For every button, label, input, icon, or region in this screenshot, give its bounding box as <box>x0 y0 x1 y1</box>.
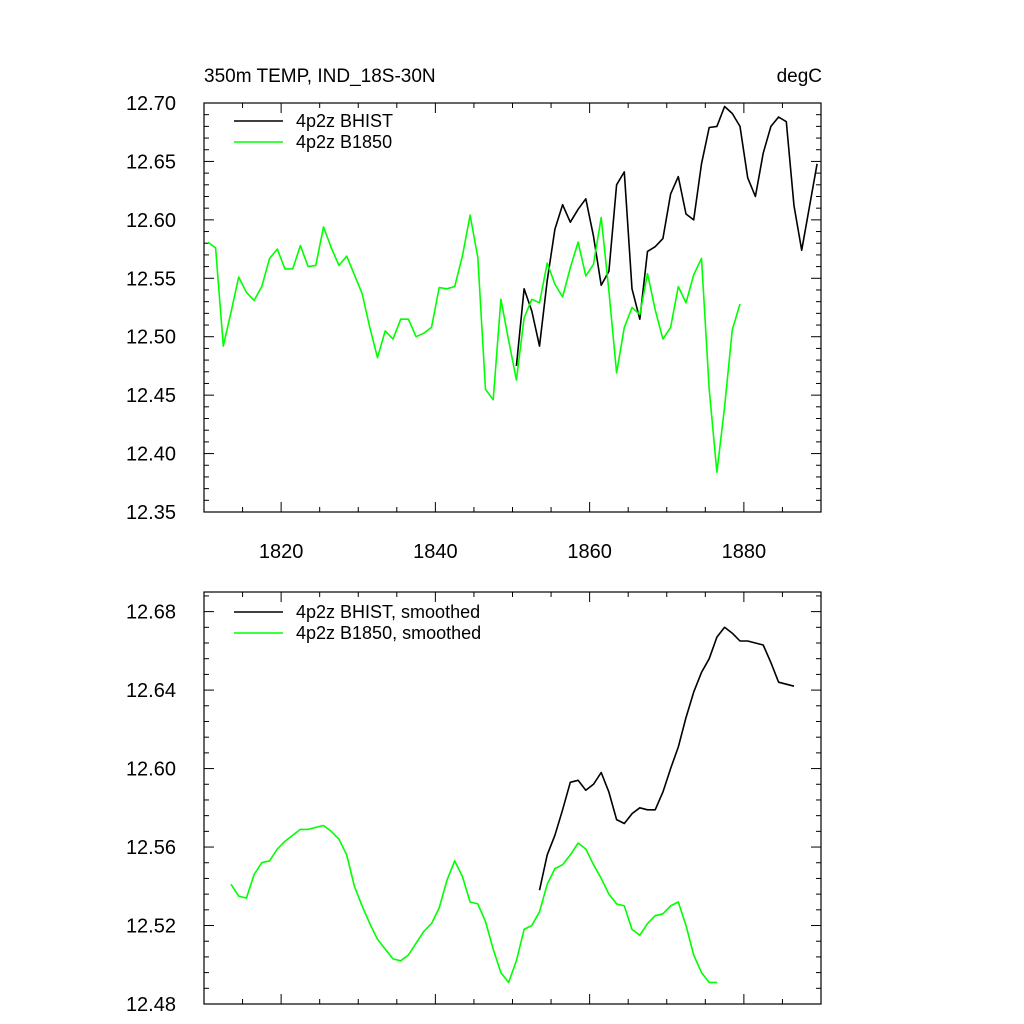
legend-label-bhist-smoothed: 4p2z BHIST, smoothed <box>296 602 480 622</box>
y-tick-label: 12.45 <box>126 385 176 407</box>
top-panel: 350m TEMP, IND_18S-30N degC 12.3512.4012… <box>126 66 822 563</box>
x-tick-label: 1860 <box>567 541 612 563</box>
y-tick-label: 12.52 <box>126 916 176 938</box>
x-tick-label: 1880 <box>722 541 767 563</box>
legend-label-b1850-smoothed: 4p2z B1850, smoothed <box>296 623 481 643</box>
bottom-series-line-b1850 <box>230 824 717 984</box>
bottom-legend: 4p2z BHIST, smoothed 4p2z B1850, smoothe… <box>234 602 481 643</box>
y-tick-label: 12.64 <box>126 680 176 702</box>
y-tick-label: 12.68 <box>126 602 176 624</box>
legend-label-bhist: 4p2z BHIST <box>296 111 393 131</box>
y-tick-label: 12.48 <box>126 994 176 1016</box>
y-tick-label: 12.60 <box>126 759 176 781</box>
top-series-lines <box>207 105 818 474</box>
y-tick-label: 12.60 <box>126 210 176 232</box>
y-tick-label: 12.56 <box>126 837 176 859</box>
bottom-series-line-bhist <box>538 626 795 891</box>
top-series-line-bhist <box>515 105 818 366</box>
legend-label-b1850: 4p2z B1850 <box>296 132 392 152</box>
bottom-panel: 12.48 12.52 12.56 12.60 12.64 12.68 4p2z BHIS… <box>126 591 822 1016</box>
top-plot-frame <box>203 102 822 513</box>
y-tick-label: 12.65 <box>126 151 176 173</box>
chart-title: 350m TEMP, IND_18S-30N <box>204 66 436 87</box>
bottom-series-lines <box>230 626 795 984</box>
top-series-line-b1850 <box>207 214 741 474</box>
top-legend: 4p2z BHIST 4p2z B1850 <box>234 111 393 152</box>
top-axis-ticks: 12.35 12.40 12.45 12.50 12.55 12.60 12.65 12.70… <box>126 93 822 563</box>
x-tick-label: 1840 <box>413 541 458 563</box>
y-tick-label: 12.40 <box>126 444 176 466</box>
y-tick-label: 12.55 <box>126 268 176 290</box>
y-tick-label: 12.50 <box>126 327 176 349</box>
units-label: degC <box>777 66 822 87</box>
bottom-axis-ticks: 12.48 12.52 12.56 12.60 12.64 12.68 <box>126 592 822 1016</box>
bottom-plot-frame <box>203 591 822 1005</box>
x-tick-label: 1820 <box>259 541 304 563</box>
y-tick-label: 12.35 <box>126 502 176 524</box>
y-tick-label: 12.70 <box>126 93 176 115</box>
